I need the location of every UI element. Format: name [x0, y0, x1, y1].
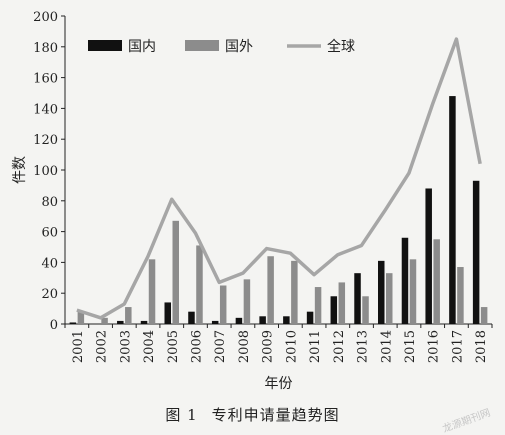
x-tick-label: 2012 [332, 330, 347, 363]
x-tick-label: 2010 [284, 330, 299, 363]
bar-foreign [77, 311, 85, 324]
bar-foreign [267, 256, 274, 324]
y-tick-label: 60 [41, 226, 58, 241]
x-tick-label: 2001 [71, 330, 86, 363]
x-tick-label: 2008 [237, 330, 252, 363]
bar-foreign [172, 220, 179, 324]
bar-domestic [140, 320, 148, 324]
bar-domestic [354, 273, 361, 324]
bar-foreign [219, 285, 227, 324]
bar-domestic [259, 316, 266, 324]
bar-domestic [425, 188, 432, 324]
legend-label-domestic: 国内 [128, 39, 156, 55]
y-axis-title: 件数 [12, 156, 28, 184]
bar-foreign [196, 245, 203, 324]
y-tick-label: 140 [33, 102, 58, 117]
x-tick-label: 2015 [403, 330, 418, 363]
x-tick-label: 2002 [95, 330, 110, 363]
x-tick-label: 2017 [450, 330, 465, 363]
y-tick-label: 180 [33, 41, 58, 56]
figure-caption: 图 1 专利申请量趋势图 [0, 404, 505, 425]
y-tick-label: 40 [41, 256, 58, 271]
y-tick-label: 200 [33, 10, 58, 25]
bar-foreign [386, 273, 393, 324]
y-tick-label: 0 [50, 318, 58, 333]
x-tick-label: 2004 [142, 330, 157, 363]
bar-domestic [401, 237, 409, 324]
bar-domestic [306, 311, 314, 324]
x-axis-title: 年份 [265, 376, 293, 392]
bar-foreign [362, 296, 369, 324]
x-tick-label: 2014 [379, 330, 394, 363]
patent-trend-chart: 0 20 40 60 80 100 120 140 160 180 200 2001 2002 2003 2… [12, 10, 493, 392]
x-tick-label: 2011 [308, 330, 323, 363]
bar-domestic [188, 311, 195, 324]
bar-foreign [243, 279, 251, 324]
bar-foreign [125, 307, 132, 324]
bar-foreign [409, 259, 417, 324]
x-tick-label: 2009 [261, 330, 276, 363]
bar-foreign [480, 307, 488, 324]
x-tick-label: 2013 [356, 330, 371, 363]
x-tick-label: 2003 [118, 330, 133, 363]
legend-swatch-foreign [185, 40, 219, 51]
x-tick-label: 2006 [189, 330, 204, 363]
bar-domestic [449, 96, 456, 324]
y-tick-label: 120 [33, 133, 58, 148]
legend-label-global: 全球 [327, 38, 355, 55]
bar-domestic [164, 302, 171, 324]
x-tick-label: 2016 [427, 330, 442, 363]
y-tick-label: 100 [33, 164, 58, 179]
x-tick-label: 2005 [166, 330, 181, 363]
bar-domestic [211, 320, 219, 324]
bar-foreign [457, 267, 464, 324]
x-tick-label: 2007 [213, 330, 228, 363]
bar-domestic [117, 320, 124, 324]
bar-domestic [69, 322, 77, 324]
figure-number: 图 1 [165, 406, 198, 424]
y-tick-label: 160 [33, 72, 58, 87]
bar-foreign [314, 287, 322, 324]
y-tick-label: 80 [41, 195, 58, 210]
bar-domestic [283, 316, 290, 324]
bar-domestic [330, 296, 338, 324]
y-tick-label: 20 [41, 287, 58, 302]
bar-domestic [235, 317, 243, 324]
figure-title: 专利申请量趋势图 [211, 406, 340, 424]
line-global [76, 37, 482, 320]
bar-foreign [338, 282, 346, 324]
bar-foreign [291, 260, 298, 324]
chart-container: 0 20 40 60 80 100 120 140 160 180 200 2001 2002 2003 2… [12, 10, 493, 392]
bar-domestic [378, 260, 385, 324]
bar-foreign [148, 259, 156, 324]
legend-label-foreign: 国外 [225, 39, 253, 55]
bar-domestic [472, 180, 480, 324]
bar-foreign [433, 239, 440, 324]
legend-swatch-domestic [88, 40, 122, 51]
x-tick-label: 2018 [474, 330, 489, 363]
bar-foreign [101, 317, 108, 324]
